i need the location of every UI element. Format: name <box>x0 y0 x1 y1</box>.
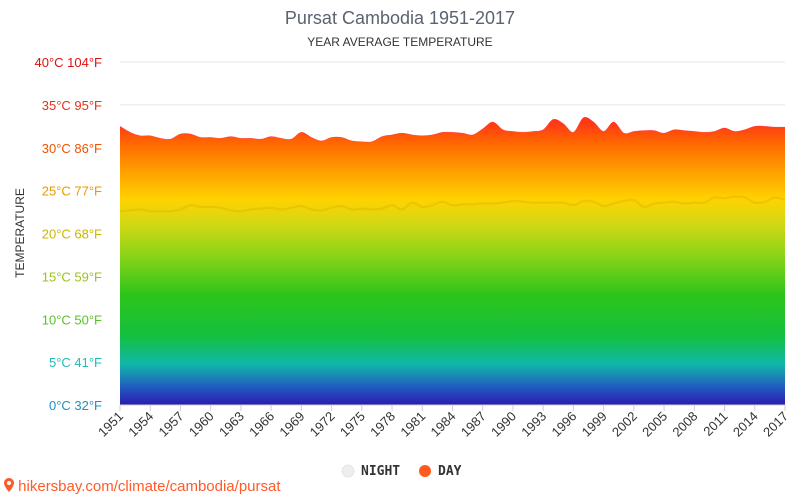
x-tick-label: 1963 <box>216 409 247 440</box>
x-tick-label: 2002 <box>609 409 640 440</box>
x-tick-label: 2008 <box>669 409 700 440</box>
y-tick-label: 40°C 104°F <box>35 55 103 70</box>
legend-day-marker <box>419 465 431 477</box>
x-tick-label: 1957 <box>156 409 187 440</box>
legend-night-marker <box>341 464 355 478</box>
y-tick-label: 25°C 77°F <box>42 184 102 199</box>
x-tick-label: 2017 <box>760 409 791 440</box>
x-tick-label: 1975 <box>337 409 368 440</box>
y-tick-label: 30°C 86°F <box>42 141 102 156</box>
x-tick-label: 1984 <box>428 409 459 440</box>
legend-item-day[interactable]: DAY <box>419 464 462 479</box>
x-tick-label: 1966 <box>246 409 277 440</box>
x-tick-label: 1978 <box>367 409 398 440</box>
y-tick-label: 15°C 59°F <box>42 269 102 284</box>
source-url: hikersbay.com/climate/cambodia/pursat <box>18 478 281 495</box>
day-temperature-area <box>120 117 785 405</box>
y-tick-label: 20°C 68°F <box>42 227 102 242</box>
x-tick-label: 2011 <box>700 409 730 439</box>
x-tick-label: 1996 <box>548 409 579 440</box>
x-tick-label: 2014 <box>730 409 761 440</box>
x-tick-label: 1969 <box>276 409 307 440</box>
legend-night-label: NIGHT <box>361 464 400 479</box>
x-tick-label: 1993 <box>518 409 549 440</box>
y-axis-ticks: 0°C 32°F 5°C 41°F 10°C 50°F 15°C 59°F 20°C 6… <box>35 55 103 413</box>
x-tick-label: 1990 <box>488 409 519 440</box>
location-pin-icon <box>4 478 18 495</box>
source-link[interactable]: hikersbay.com/climate/cambodia/pursat <box>4 478 281 495</box>
day-series-line <box>119 117 786 143</box>
legend: NIGHT DAY <box>341 464 462 479</box>
y-tick-label: 35°C 95°F <box>42 98 102 113</box>
x-tick-label: 1954 <box>125 409 156 440</box>
chart-subtitle: YEAR AVERAGE TEMPERATURE <box>307 35 492 49</box>
y-axis-label: TEMPERATURE <box>13 188 27 278</box>
y-tick-label: 5°C 41°F <box>49 355 102 370</box>
legend-day-label: DAY <box>438 464 462 479</box>
chart-title: Pursat Cambodia 1951-2017 <box>285 8 515 28</box>
night-series-line <box>119 195 786 213</box>
x-tick-label: 2005 <box>639 409 670 440</box>
y-tick-label: 10°C 50°F <box>42 312 102 327</box>
y-tick-label: 0°C 32°F <box>49 398 102 413</box>
legend-item-night[interactable]: NIGHT <box>341 464 400 479</box>
x-tick-label: 1960 <box>186 409 217 440</box>
plot-area <box>119 117 786 406</box>
x-tick-label: 1972 <box>307 409 338 440</box>
x-tick-label: 1987 <box>458 409 489 440</box>
x-tick-label: 1999 <box>579 409 610 440</box>
x-tick-label: 1951 <box>95 409 126 440</box>
x-axis-ticks: 1951 1954 1957 1960 1963 1966 1969 1972 1975 1978… <box>95 405 791 440</box>
x-tick-label: 1981 <box>397 409 428 440</box>
